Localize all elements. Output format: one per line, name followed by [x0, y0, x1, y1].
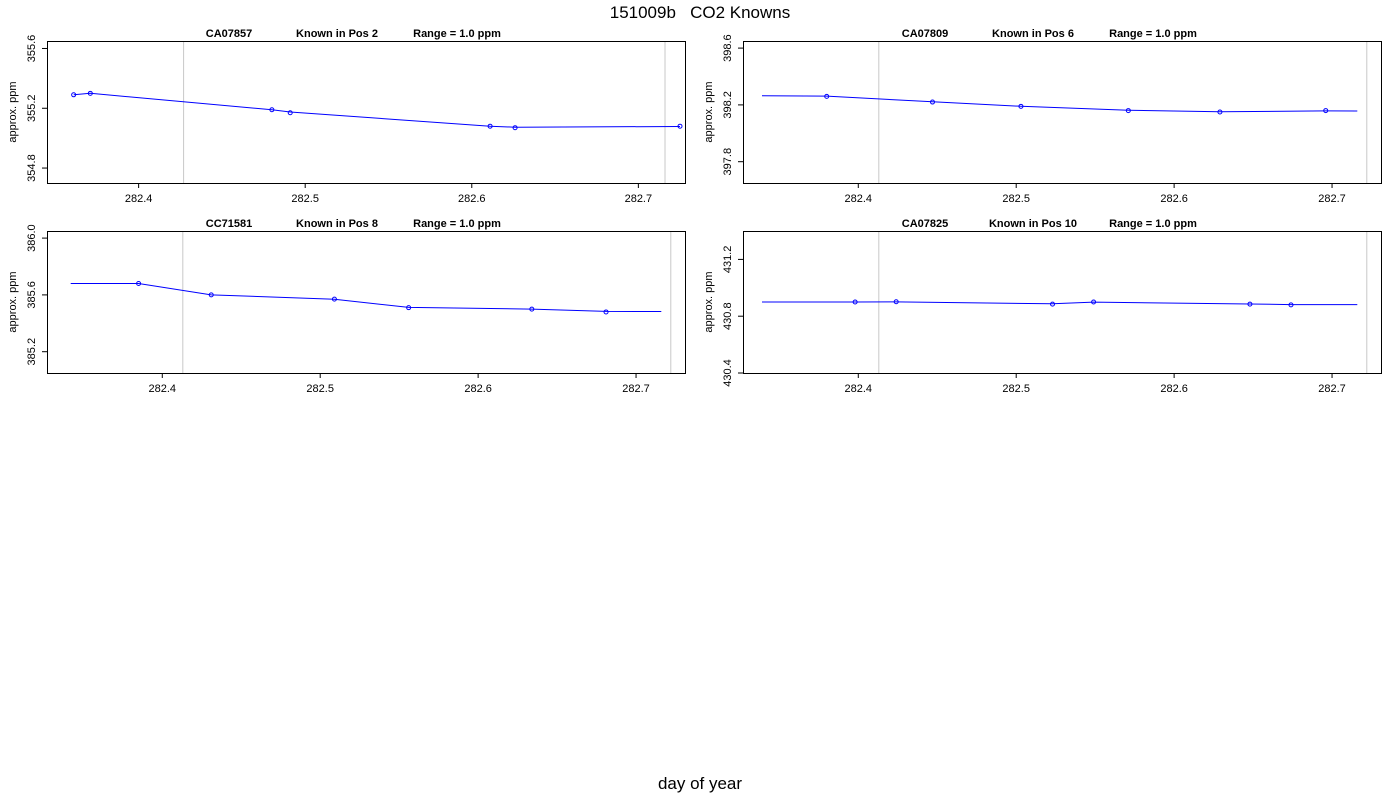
x-tick-label-4: 282.7: [622, 383, 650, 395]
data-point-1: [852, 299, 858, 305]
y-tick-label-3: 355.6: [26, 35, 38, 63]
data-point-6: [603, 309, 609, 315]
y-tick-label-3: 431.2: [722, 246, 734, 274]
y-axis-label: approx. ppm: [7, 81, 19, 142]
panel-title-position: Known in Pos 10: [989, 218, 1077, 230]
x-tick-label-2: 282.5: [1002, 193, 1030, 205]
data-point-5: [1217, 109, 1223, 115]
x-tick-label-1: 282.4: [845, 383, 873, 395]
series-line: [761, 95, 1358, 113]
x-tick-label-3: 282.6: [464, 383, 492, 395]
page-title: 151009b CO2 Knowns: [609, 3, 791, 22]
panel-title-range: Range = 1.0 ppm: [1109, 218, 1197, 230]
data-point-7: [677, 123, 683, 129]
x-tick-label-2: 282.5: [306, 383, 334, 395]
y-tick-label-1: 385.2: [26, 338, 38, 366]
panel-title-position: Known in Pos 8: [296, 218, 378, 230]
data-point-6: [512, 125, 518, 131]
data-point-2: [208, 292, 214, 298]
x-tick-label-2: 282.5: [1002, 383, 1030, 395]
data-point-4: [287, 110, 293, 116]
panel-title-range: Range = 1.0 ppm: [413, 28, 501, 40]
series-line: [70, 283, 662, 312]
data-point-2: [87, 90, 93, 96]
x-tick-label-3: 282.6: [1160, 383, 1188, 395]
series-line: [73, 92, 681, 128]
x-axis-label: day of year: [657, 774, 743, 793]
y-tick-label-3: 386.0: [26, 224, 38, 252]
x-tick-label-4: 282.7: [1318, 383, 1346, 395]
panel-3: 282.4 282.5 282.6 282.7 385.2 385.6 386.0 appro…: [7, 218, 686, 395]
y-tick-label-3: 398.6: [722, 34, 734, 62]
y-axis-label: approx. ppm: [703, 81, 715, 142]
y-axis-label: approx. ppm: [703, 271, 715, 332]
y-tick-label-2: 385.6: [26, 281, 38, 309]
x-tick-label-2: 282.5: [291, 193, 319, 205]
data-point-5: [487, 123, 493, 129]
y-tick-label-1: 397.8: [722, 148, 734, 176]
data-point-1: [136, 281, 142, 287]
plot-frame: [743, 231, 1382, 374]
data-point-1: [824, 93, 830, 99]
panel-title-position: Known in Pos 2: [296, 28, 378, 40]
data-point-2: [930, 99, 936, 105]
plot-frame: [743, 41, 1382, 184]
panel-title-id: CA07825: [902, 218, 948, 230]
series-line: [762, 301, 1358, 306]
data-point-2: [893, 299, 899, 305]
panel-title-range: Range = 1.0 ppm: [1109, 28, 1197, 40]
plot-frame: [47, 231, 686, 374]
y-tick-label-1: 430.4: [722, 359, 734, 387]
panel-4: 282.4 282.5 282.6 282.7 430.4 430.8 431.2 appro…: [703, 218, 1382, 395]
panel-title-id: CA07809: [902, 28, 948, 40]
panel-title-range: Range = 1.0 ppm: [413, 218, 501, 230]
panel-title-id: CC71581: [206, 218, 252, 230]
x-tick-label-1: 282.4: [149, 383, 177, 395]
data-point-4: [406, 305, 412, 311]
y-tick-label-2: 355.2: [26, 94, 38, 122]
y-tick-label-2: 398.2: [722, 91, 734, 119]
data-point-3: [1050, 301, 1056, 307]
plot-frame: [47, 41, 686, 184]
panel-title-position: Known in Pos 6: [992, 28, 1074, 40]
data-point-1: [71, 92, 77, 98]
data-point-4: [1091, 299, 1097, 305]
panel-2: 282.4 282.5 282.6 282.7 397.8 398.2 398.6 appro…: [703, 28, 1382, 205]
data-point-6: [1323, 108, 1329, 114]
panel-title-id: CA07857: [206, 28, 252, 40]
y-tick-label-1: 354.8: [26, 154, 38, 182]
panel-1: 282.4 282.5 282.6 282.7 354.8 355.2 355.6 appro…: [7, 28, 686, 205]
x-tick-label-1: 282.4: [125, 193, 153, 205]
data-point-3: [1018, 103, 1024, 109]
data-point-5: [529, 306, 535, 312]
data-point-6: [1288, 302, 1294, 308]
x-tick-label-4: 282.7: [625, 193, 653, 205]
data-point-3: [269, 107, 275, 113]
x-tick-label-3: 282.6: [458, 193, 486, 205]
y-tick-label-2: 430.8: [722, 302, 734, 330]
x-tick-label-4: 282.7: [1318, 193, 1346, 205]
data-point-5: [1247, 301, 1253, 307]
x-tick-label-3: 282.6: [1160, 193, 1188, 205]
data-point-4: [1125, 108, 1131, 114]
data-point-3: [331, 296, 337, 302]
y-axis-label: approx. ppm: [7, 271, 19, 332]
x-tick-label-1: 282.4: [845, 193, 873, 205]
